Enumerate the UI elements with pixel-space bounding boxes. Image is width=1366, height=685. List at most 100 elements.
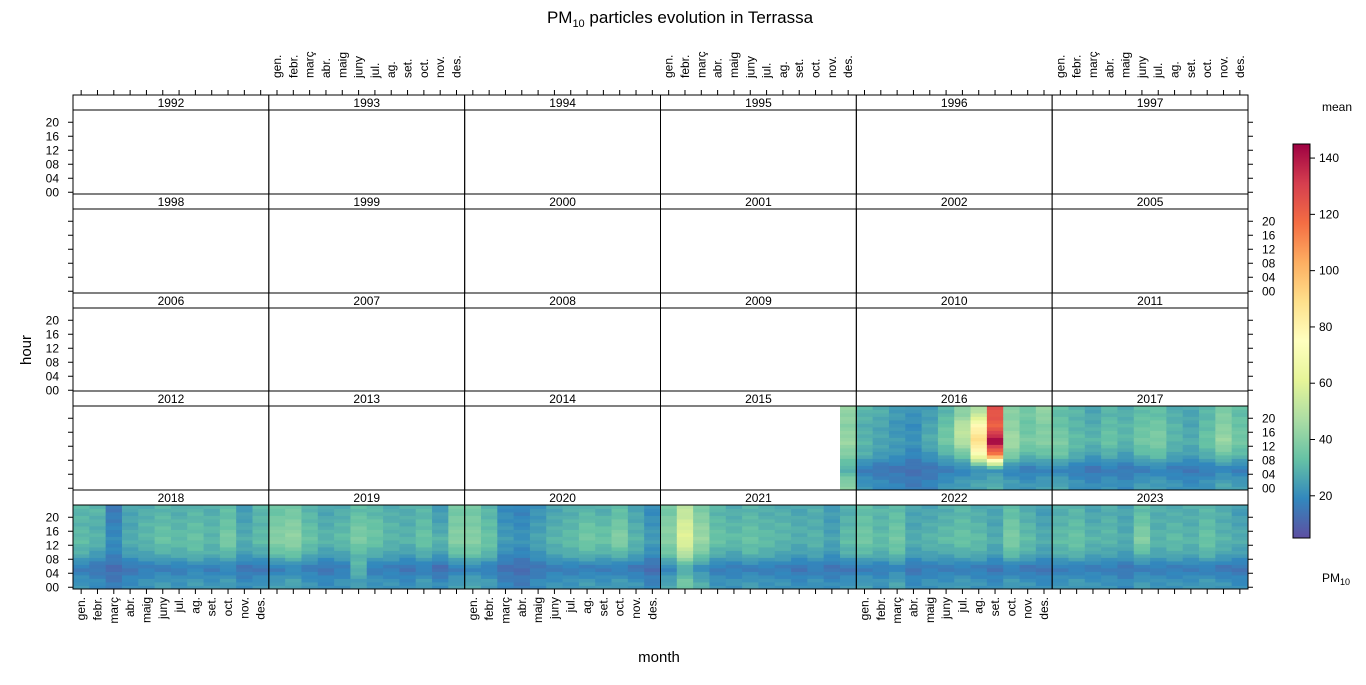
heatmap-cell	[1084, 519, 1102, 523]
heatmap-cell	[856, 536, 874, 541]
heatmap-cell	[840, 568, 857, 572]
heatmap-cell	[1035, 430, 1053, 435]
heatmap-cell	[334, 536, 351, 541]
heatmap-cell	[1019, 575, 1037, 579]
heatmap-cell	[1084, 444, 1102, 449]
heatmap-cell	[954, 458, 971, 463]
y-tick-label: 04	[46, 369, 60, 383]
heatmap-cell	[595, 561, 612, 565]
heatmap-cell	[774, 512, 792, 516]
heatmap-cell	[1035, 458, 1053, 463]
heatmap-cell	[187, 543, 204, 548]
heatmap-cell	[627, 512, 645, 516]
heatmap-cell	[1101, 540, 1118, 544]
heatmap-cell	[644, 550, 661, 555]
heatmap-cell	[1182, 476, 1200, 480]
heatmap-cell	[823, 533, 841, 537]
heatmap-cell	[1117, 564, 1135, 569]
heatmap-cell	[399, 526, 417, 530]
heatmap-cell	[611, 585, 629, 590]
heatmap-cell	[840, 451, 857, 456]
heatmap-cell	[187, 550, 204, 555]
heatmap-cell	[840, 483, 857, 487]
heatmap-cell	[1084, 505, 1102, 509]
heatmap-cell	[970, 543, 988, 548]
heatmap-cell	[823, 505, 841, 509]
heatmap-cell	[888, 458, 906, 463]
panel-2007: 2007	[268, 292, 466, 393]
heatmap-cell	[89, 578, 107, 583]
heatmap-cell	[268, 571, 286, 576]
heatmap-cell	[1117, 416, 1135, 421]
heatmap-cell	[301, 529, 319, 534]
heatmap-cell	[1035, 472, 1053, 477]
heatmap-cell	[1166, 416, 1184, 421]
heatmap-cell	[1182, 578, 1200, 583]
heatmap-cell	[742, 512, 759, 516]
heatmap-cell	[872, 416, 890, 421]
heatmap-cell	[252, 571, 270, 576]
heatmap-cell	[1068, 406, 1086, 410]
heatmap-cell	[236, 529, 253, 534]
heatmap-cell	[1215, 413, 1233, 417]
heatmap-cell	[105, 547, 123, 551]
heatmap-cell	[89, 571, 107, 576]
heatmap-cell	[856, 437, 874, 442]
heatmap-cell	[1231, 564, 1249, 569]
heatmap-cell	[840, 409, 857, 414]
heatmap-cell	[823, 543, 841, 548]
heatmap-cell	[1084, 427, 1102, 431]
x-tick-label: gen.	[857, 597, 871, 620]
heatmap-cell	[693, 550, 710, 555]
heatmap-cell	[1019, 444, 1037, 449]
heatmap-cell	[562, 564, 580, 569]
heatmap-cell	[937, 486, 955, 491]
heatmap-cell	[1150, 465, 1167, 470]
heatmap-cell	[1133, 585, 1151, 590]
heatmap-cell	[366, 512, 384, 516]
heatmap-cell	[1182, 585, 1200, 590]
heatmap-cell	[644, 568, 661, 572]
heatmap-cell	[937, 420, 955, 424]
heatmap-cell	[1199, 575, 1216, 579]
y-axis-label: hour	[18, 335, 35, 365]
heatmap-cell	[937, 423, 955, 428]
heatmap-cell	[791, 547, 808, 551]
heatmap-cell	[986, 472, 1004, 477]
heatmap-cell	[709, 533, 727, 537]
heatmap-cell	[905, 550, 923, 555]
heatmap-cell	[285, 512, 302, 516]
heatmap-cell	[1101, 483, 1118, 487]
heatmap-cell	[334, 529, 351, 534]
heatmap-cell	[317, 526, 335, 530]
heatmap-cell	[1133, 483, 1151, 487]
heatmap-cell	[252, 578, 270, 583]
heatmap-cell	[807, 512, 825, 516]
heatmap-cell	[921, 508, 939, 513]
heatmap-cell	[121, 533, 139, 537]
heatmap-cell	[872, 529, 890, 534]
heatmap-cell	[1133, 561, 1151, 565]
heatmap-cell	[1003, 483, 1020, 487]
heatmap-cell	[1150, 483, 1167, 487]
heatmap-cell	[1231, 571, 1249, 576]
heatmap-cell	[285, 529, 302, 534]
heatmap-cell	[1019, 483, 1037, 487]
heatmap-cell	[1052, 508, 1069, 513]
heatmap-cell	[856, 441, 874, 445]
x-tick-label-top: ag.	[776, 61, 790, 78]
heatmap-cell	[872, 550, 890, 555]
heatmap-cell	[1035, 582, 1053, 586]
heatmap-cell	[1117, 476, 1135, 480]
heatmap-cell	[807, 519, 825, 523]
heatmap-cell	[921, 486, 939, 491]
heatmap-cell	[1133, 458, 1151, 463]
heatmap-cell	[1215, 571, 1233, 576]
heatmap-cell	[1035, 444, 1053, 449]
heatmap-cell	[954, 557, 971, 562]
heatmap-cell	[1133, 519, 1151, 523]
heatmap-cell	[1052, 406, 1069, 410]
heatmap-cell	[1035, 540, 1053, 544]
heatmap-cell	[1133, 533, 1151, 537]
heatmap-cell	[807, 540, 825, 544]
